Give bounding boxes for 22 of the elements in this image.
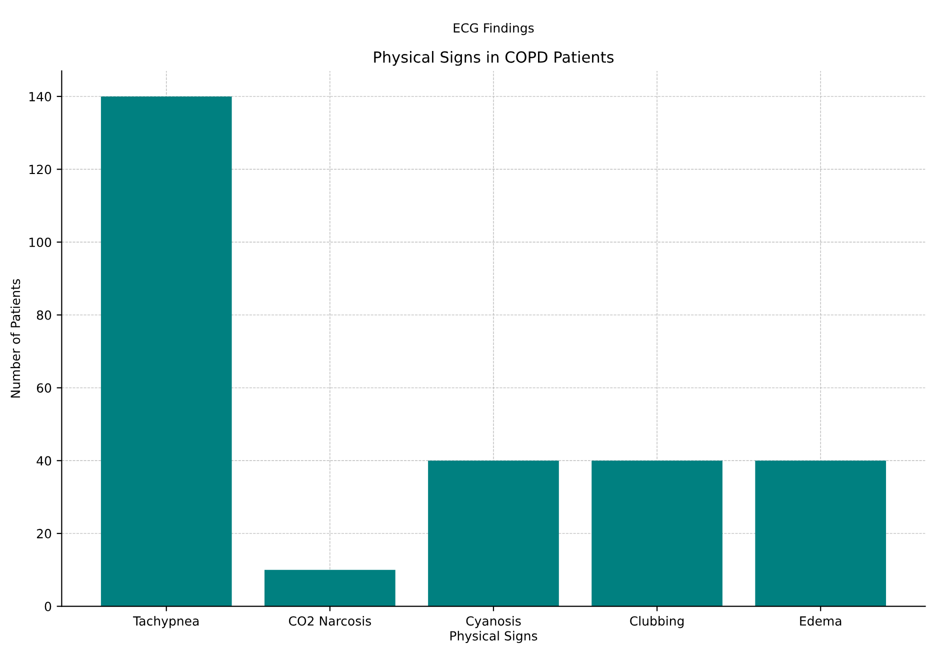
- text: ECG Findings: [454, 22, 534, 36]
- y-tick-label: 100: [29, 238, 52, 248]
- x-tick-label: CO2 Narcosis: [288, 616, 371, 626]
- bar: [100, 96, 232, 606]
- bar: [428, 460, 559, 606]
- x-tick-label: Cyanosis: [466, 616, 521, 628]
- y-tick-label: 40: [36, 456, 52, 466]
- x-axis-title: Physical Signs: [450, 630, 538, 643]
- chart-title: Physical Signs in COPD Patients: [374, 51, 614, 66]
- bar: [592, 460, 722, 606]
- y-tick-label: 80: [36, 310, 52, 320]
- x-tick-label: Tachypnea: [133, 616, 199, 628]
- bar: [755, 460, 886, 606]
- x-tick-label: Clubbing: [630, 616, 684, 628]
- y-tick-label: 60: [36, 383, 52, 393]
- y-tick-label: 120: [29, 164, 52, 174]
- y-tick-label: 20: [36, 528, 52, 538]
- y-tick-label: 140: [29, 92, 52, 102]
- x-tick-label: Edema: [800, 616, 842, 626]
- y-tick-label: 0: [44, 602, 52, 612]
- bar: [264, 570, 396, 606]
- y-axis-title: Number of Patients: [10, 279, 20, 398]
